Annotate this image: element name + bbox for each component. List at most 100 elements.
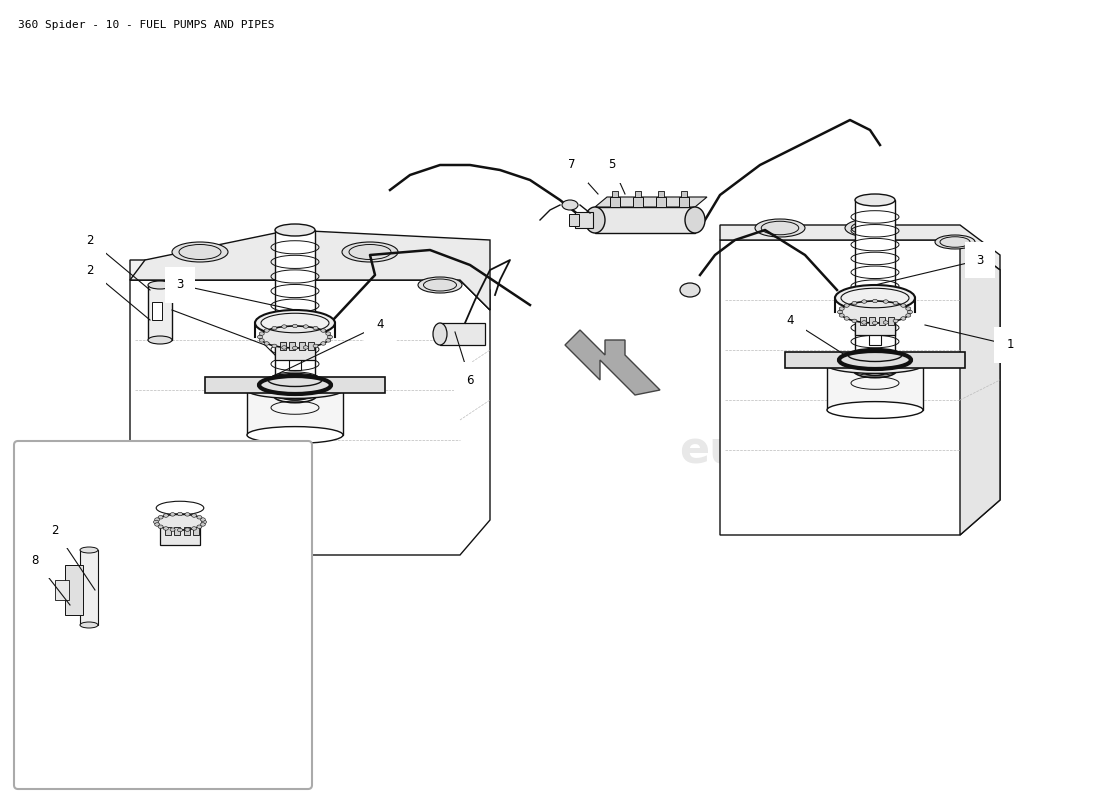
- Ellipse shape: [883, 321, 889, 324]
- Ellipse shape: [197, 515, 202, 519]
- Ellipse shape: [418, 277, 462, 293]
- Ellipse shape: [260, 326, 330, 348]
- Ellipse shape: [585, 207, 605, 233]
- Ellipse shape: [264, 329, 270, 332]
- Bar: [160, 527, 200, 545]
- Bar: [299, 342, 305, 350]
- Bar: [289, 335, 301, 370]
- Ellipse shape: [257, 335, 263, 338]
- Ellipse shape: [844, 304, 849, 307]
- Bar: [248, 390, 343, 435]
- Ellipse shape: [908, 310, 913, 314]
- Bar: [289, 342, 295, 350]
- Ellipse shape: [304, 325, 308, 328]
- Text: 3: 3: [977, 254, 983, 266]
- Ellipse shape: [148, 570, 212, 581]
- Ellipse shape: [148, 336, 172, 344]
- Ellipse shape: [170, 513, 175, 516]
- Ellipse shape: [685, 207, 705, 233]
- Bar: [440, 323, 485, 345]
- Bar: [165, 527, 170, 535]
- Ellipse shape: [827, 402, 923, 418]
- Polygon shape: [785, 352, 965, 368]
- Ellipse shape: [321, 329, 326, 332]
- Bar: [184, 527, 190, 535]
- Ellipse shape: [275, 419, 315, 431]
- Text: Cylindrical float: Cylindrical float: [101, 736, 224, 750]
- Text: 360 Spider - 10 - FUEL PUMPS AND PIPES: 360 Spider - 10 - FUEL PUMPS AND PIPES: [18, 20, 275, 30]
- Bar: [55, 580, 69, 600]
- Ellipse shape: [861, 300, 867, 303]
- Bar: [855, 200, 895, 400]
- Ellipse shape: [839, 307, 844, 310]
- Bar: [869, 310, 881, 345]
- Polygon shape: [205, 377, 385, 393]
- Bar: [888, 317, 894, 325]
- Ellipse shape: [872, 322, 878, 325]
- Ellipse shape: [293, 324, 297, 328]
- Ellipse shape: [156, 514, 204, 530]
- Ellipse shape: [275, 224, 315, 236]
- Ellipse shape: [80, 547, 98, 553]
- Text: 2: 2: [52, 523, 58, 537]
- Ellipse shape: [164, 526, 168, 530]
- Ellipse shape: [314, 344, 318, 348]
- Ellipse shape: [901, 317, 905, 320]
- Bar: [569, 214, 579, 226]
- Ellipse shape: [148, 281, 172, 289]
- Ellipse shape: [148, 614, 212, 626]
- Ellipse shape: [272, 326, 277, 330]
- Bar: [575, 212, 593, 228]
- Ellipse shape: [342, 242, 398, 262]
- Ellipse shape: [855, 394, 895, 406]
- Ellipse shape: [264, 342, 270, 346]
- Ellipse shape: [197, 525, 202, 529]
- Ellipse shape: [164, 514, 168, 518]
- Bar: [855, 317, 895, 335]
- Ellipse shape: [433, 323, 447, 345]
- Polygon shape: [720, 225, 1000, 270]
- Ellipse shape: [851, 302, 857, 305]
- Text: 3: 3: [176, 278, 184, 291]
- Ellipse shape: [155, 522, 160, 526]
- Ellipse shape: [282, 325, 287, 328]
- Bar: [275, 230, 315, 425]
- Bar: [632, 197, 644, 207]
- Ellipse shape: [80, 622, 98, 628]
- Ellipse shape: [282, 346, 287, 350]
- Ellipse shape: [872, 299, 878, 302]
- Ellipse shape: [901, 304, 905, 307]
- Polygon shape: [130, 260, 490, 310]
- Ellipse shape: [845, 219, 895, 237]
- Text: 4: 4: [376, 318, 384, 331]
- Text: 7: 7: [569, 158, 575, 171]
- Ellipse shape: [844, 317, 849, 320]
- Bar: [148, 285, 172, 340]
- Ellipse shape: [326, 338, 331, 342]
- Bar: [610, 197, 620, 207]
- Text: 2: 2: [86, 234, 94, 246]
- Ellipse shape: [680, 283, 700, 297]
- Ellipse shape: [562, 200, 578, 210]
- Ellipse shape: [326, 332, 331, 335]
- Bar: [681, 191, 688, 197]
- Ellipse shape: [166, 456, 194, 464]
- Bar: [166, 460, 194, 610]
- Ellipse shape: [855, 194, 895, 206]
- Bar: [148, 575, 212, 620]
- Bar: [280, 342, 286, 350]
- Ellipse shape: [248, 382, 343, 398]
- Ellipse shape: [321, 342, 326, 346]
- Text: eurospares: eurospares: [680, 429, 960, 471]
- Ellipse shape: [255, 310, 336, 336]
- Bar: [174, 520, 186, 555]
- Ellipse shape: [158, 525, 163, 529]
- Ellipse shape: [155, 518, 160, 522]
- Bar: [612, 191, 618, 197]
- Bar: [80, 550, 98, 625]
- Bar: [658, 191, 664, 197]
- Bar: [595, 207, 695, 233]
- Ellipse shape: [248, 426, 343, 443]
- Ellipse shape: [304, 346, 308, 350]
- Bar: [65, 565, 82, 615]
